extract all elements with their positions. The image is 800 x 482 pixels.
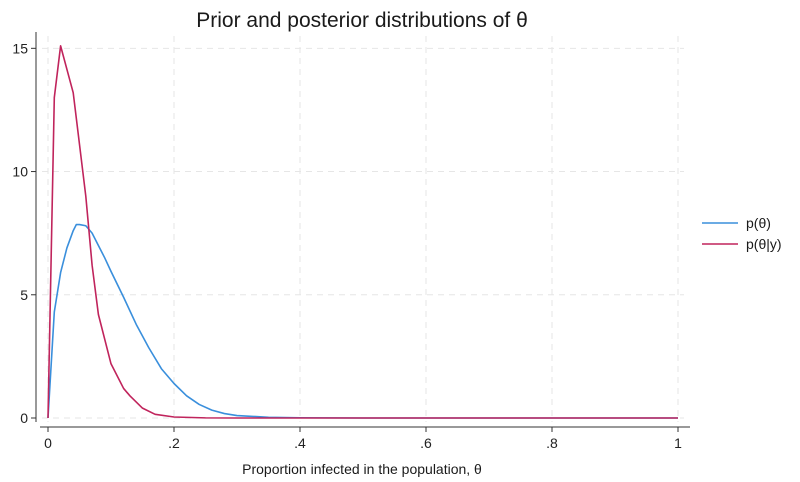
x-axis-title: Proportion infected in the population, θ [242,461,482,477]
y-tick-label: 5 [20,287,28,303]
chart-title: Prior and posterior distributions of θ [196,9,528,32]
series-line-1 [47,223,678,419]
y-tick-label: 15 [12,40,28,56]
x-tick-label: 1 [674,435,682,451]
x-tick-label: .6 [420,435,432,451]
x-tick-label: .2 [168,435,180,451]
legend-label: p(θ) [746,215,771,231]
series-line-2 [47,45,678,419]
y-tick-label: 0 [20,410,28,426]
legend: p(θ) p(θ|y) [702,215,782,252]
grid [42,36,684,422]
x-tick-label: 0 [44,435,52,451]
x-tick-label: .8 [546,435,558,451]
x-tick-label: .4 [294,435,306,451]
legend-label: p(θ|y) [746,236,782,252]
y-tick-label: 10 [12,164,28,180]
series-lines [47,45,678,419]
axes: 0 5 10 15 0 .2 .4 .6 .8 1 [12,32,690,451]
